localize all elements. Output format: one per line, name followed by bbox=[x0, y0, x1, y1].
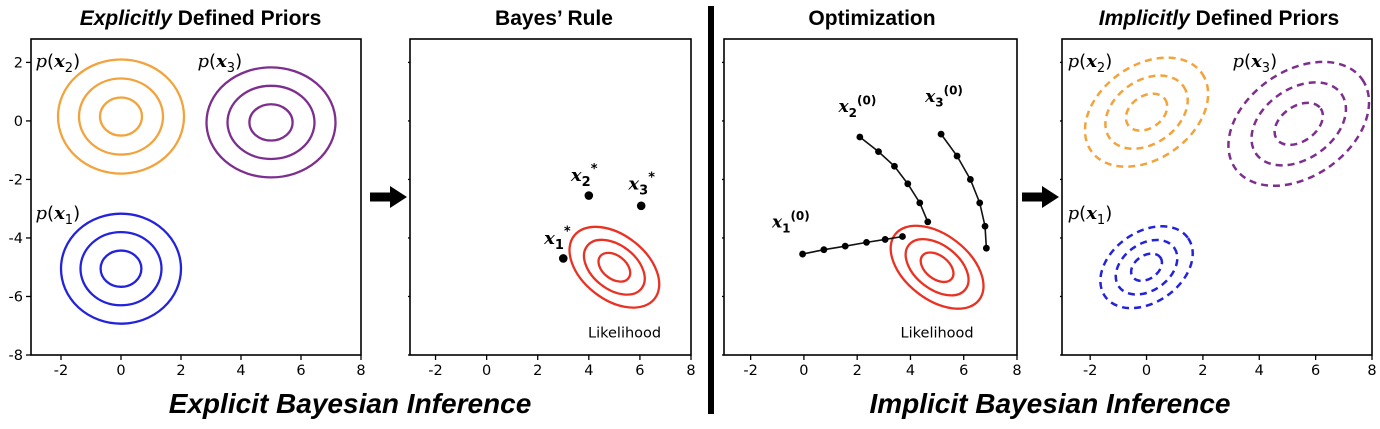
svg-text:p(x3): p(x3) bbox=[1233, 51, 1278, 76]
implicit-prior-contours: p(x3) bbox=[1227, 51, 1371, 188]
implicit-panels-row: Optimization -2 0 2 4 6 8 x1(0) x2(0) x3(0) Likel… bbox=[722, 4, 1378, 386]
svg-text:x1*: x1* bbox=[543, 225, 571, 253]
panel-title-bayes-rule: Bayes’ Rule bbox=[408, 4, 700, 34]
map-estimate-point: x1* bbox=[543, 225, 571, 263]
y-tick-label: -8 bbox=[9, 348, 23, 364]
likelihood-label: Likelihood bbox=[588, 325, 661, 341]
x-tick-label: -2 bbox=[1083, 363, 1097, 379]
explicit-priors-plot: -2 0 2 4 6 8 2 0 -2 -4 -6 -8 p(x2) p(x3) p(x1) bbox=[9, 38, 366, 379]
x-tick-label: 0 bbox=[1142, 363, 1151, 379]
x-tick-label: 8 bbox=[356, 363, 365, 379]
x-tick-label: 6 bbox=[1311, 363, 1320, 379]
panel-bayes-rule: Bayes’ Rule -2 0 2 4 6 8 x1* x2* x3* Likelihood bbox=[408, 4, 700, 386]
arrow-implicit-wrap bbox=[1022, 184, 1060, 215]
likelihood-contours bbox=[568, 225, 661, 309]
x-tick-label: 0 bbox=[799, 363, 808, 379]
svg-text:x2*: x2* bbox=[570, 162, 598, 190]
map-estimate-point: x3* bbox=[627, 171, 655, 211]
x-tick-label: 4 bbox=[584, 363, 593, 379]
x-tick-label: 4 bbox=[906, 363, 915, 379]
x-tick-label: 8 bbox=[1012, 363, 1021, 379]
panel-title-optimization: Optimization bbox=[722, 4, 1022, 34]
svg-text:p(x3): p(x3) bbox=[198, 51, 243, 76]
prior-contours: p(x2) bbox=[36, 51, 186, 175]
x-tick-label: 0 bbox=[116, 363, 125, 379]
optimization-trajectory: x1(0) bbox=[771, 209, 906, 258]
x-tick-label: -2 bbox=[743, 363, 757, 379]
x-tick-label: 6 bbox=[959, 363, 968, 379]
optimization-trajectory: x2(0) bbox=[838, 93, 932, 226]
svg-text:x2(0): x2(0) bbox=[838, 93, 877, 119]
svg-text:x3*: x3* bbox=[627, 171, 655, 199]
axes: -2 0 2 4 6 8 bbox=[408, 38, 696, 379]
section-divider bbox=[708, 6, 714, 414]
implicit-priors-plot: -2 0 2 4 6 8 p(x2) p(x3) p(x1) bbox=[1060, 38, 1377, 379]
svg-text:p(x1): p(x1) bbox=[1068, 203, 1113, 228]
right-arrow-icon bbox=[370, 186, 407, 208]
map-estimate-point: x2* bbox=[570, 162, 598, 200]
y-tick-label: -4 bbox=[9, 231, 23, 247]
panel-explicit-priors: Explicitly Defined Priors -2 0 2 4 6 8 2 0 -2 -4-… bbox=[0, 4, 370, 386]
x-tick-label: 0 bbox=[482, 363, 491, 379]
panel-optimization: Optimization -2 0 2 4 6 8 x1(0) x2(0) x3(0) Likel… bbox=[722, 4, 1022, 386]
x-tick-label: 4 bbox=[236, 363, 245, 379]
x-tick-label: 6 bbox=[296, 363, 305, 379]
x-tick-label: -2 bbox=[54, 363, 68, 379]
panel-title-text: Optimization bbox=[808, 7, 936, 30]
y-tick-label: 0 bbox=[14, 114, 23, 130]
y-tick-label: -2 bbox=[9, 172, 23, 188]
axes: -2 0 2 4 6 8 2 0 -2 -4 -6 -8 bbox=[9, 38, 366, 379]
explicit-inference-section: Explicitly Defined Priors -2 0 2 4 6 8 2 0 -2 -4-… bbox=[0, 4, 700, 420]
bayes-rule-plot: -2 0 2 4 6 8 x1* x2* x3* Likelihood bbox=[408, 38, 696, 379]
axes: -2 0 2 4 6 8 bbox=[1060, 38, 1377, 379]
optimization-plot: -2 0 2 4 6 8 x1(0) x2(0) x3(0) Likelihood bbox=[722, 38, 1022, 379]
panel-title-italic-part: Explicitly bbox=[79, 7, 172, 30]
prior-contours: p(x1) bbox=[36, 203, 183, 325]
arrow-explicit-wrap bbox=[370, 184, 408, 215]
caption-implicit: Implicit Bayesian Inference bbox=[869, 388, 1231, 419]
right-arrow-shape bbox=[1022, 186, 1059, 208]
x-tick-label: -2 bbox=[428, 363, 442, 379]
explicit-panels-row: Explicitly Defined Priors -2 0 2 4 6 8 2 0 -2 -4-… bbox=[0, 4, 700, 386]
panel-title-explicit-priors: Explicitly Defined Priors bbox=[0, 4, 370, 34]
implicit-prior-contours: p(x2) bbox=[1068, 51, 1210, 168]
x-tick-label: 4 bbox=[1255, 363, 1264, 379]
panel-title-italic-part: Implicitly bbox=[1098, 7, 1190, 30]
panel-title-text: Defined Priors bbox=[1189, 7, 1340, 30]
svg-text:p(x2): p(x2) bbox=[36, 51, 81, 76]
svg-text:p(x2): p(x2) bbox=[1068, 51, 1113, 76]
axes: -2 0 2 4 6 8 bbox=[722, 38, 1022, 379]
panel-title-text: Defined Priors bbox=[171, 7, 322, 30]
x-tick-label: 8 bbox=[686, 363, 695, 379]
y-tick-label: -6 bbox=[9, 289, 23, 305]
panel-title-text: Bayes’ Rule bbox=[495, 7, 613, 30]
x-tick-label: 6 bbox=[635, 363, 644, 379]
svg-text:p(x1): p(x1) bbox=[36, 203, 81, 228]
x-tick-label: 2 bbox=[1198, 363, 1207, 379]
y-tick-label: 2 bbox=[14, 55, 23, 71]
likelihood-label: Likelihood bbox=[901, 325, 974, 341]
implicit-inference-section: Optimization -2 0 2 4 6 8 x1(0) x2(0) x3(0) Likel… bbox=[722, 4, 1378, 420]
implicit-prior-contours: p(x1) bbox=[1068, 203, 1194, 310]
svg-text:x1(0): x1(0) bbox=[771, 209, 810, 235]
x-tick-label: 2 bbox=[176, 363, 185, 379]
x-tick-label: 8 bbox=[1367, 363, 1376, 379]
svg-text:x3(0): x3(0) bbox=[924, 83, 963, 109]
right-arrow-icon bbox=[1022, 186, 1059, 208]
caption-explicit: Explicit Bayesian Inference bbox=[168, 388, 532, 419]
x-tick-label: 2 bbox=[853, 363, 862, 379]
panel-implicit-priors: Implicitly Defined Priors -2 0 2 4 6 8 p(x2) p(… bbox=[1060, 4, 1378, 386]
optimization-trajectory: x3(0) bbox=[924, 83, 990, 252]
prior-contours: p(x3) bbox=[198, 51, 337, 179]
likelihood-contours bbox=[889, 224, 985, 310]
x-tick-label: 2 bbox=[533, 363, 542, 379]
right-arrow-shape bbox=[370, 186, 407, 208]
panel-title-implicit-priors: Implicitly Defined Priors bbox=[1060, 4, 1378, 34]
